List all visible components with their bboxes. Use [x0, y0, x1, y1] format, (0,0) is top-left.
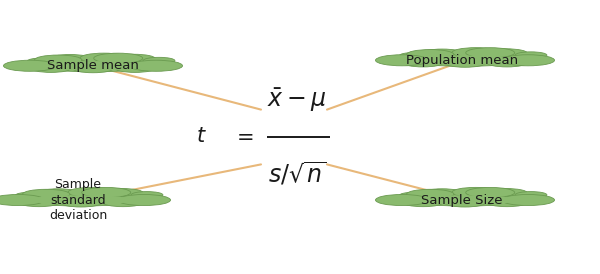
- Ellipse shape: [445, 198, 485, 207]
- Ellipse shape: [31, 64, 71, 72]
- Ellipse shape: [515, 192, 547, 198]
- Ellipse shape: [376, 55, 428, 66]
- Ellipse shape: [502, 55, 554, 66]
- Ellipse shape: [403, 198, 443, 207]
- Ellipse shape: [400, 194, 530, 206]
- Ellipse shape: [16, 192, 44, 198]
- Ellipse shape: [28, 58, 56, 64]
- Ellipse shape: [407, 189, 454, 199]
- Ellipse shape: [94, 53, 143, 63]
- Ellipse shape: [407, 50, 454, 59]
- Ellipse shape: [484, 49, 527, 58]
- Ellipse shape: [412, 195, 518, 205]
- Ellipse shape: [16, 194, 146, 206]
- Ellipse shape: [112, 54, 155, 63]
- Ellipse shape: [421, 189, 463, 198]
- Ellipse shape: [466, 48, 515, 58]
- Ellipse shape: [400, 192, 428, 198]
- Ellipse shape: [515, 52, 547, 58]
- Ellipse shape: [403, 58, 443, 67]
- Text: $\bar{x} - \mu$: $\bar{x} - \mu$: [267, 86, 327, 114]
- Ellipse shape: [376, 195, 428, 206]
- Ellipse shape: [115, 64, 155, 72]
- Ellipse shape: [502, 195, 554, 206]
- Ellipse shape: [131, 192, 163, 198]
- Ellipse shape: [118, 195, 170, 206]
- Ellipse shape: [80, 53, 128, 63]
- Text: $=$: $=$: [232, 127, 254, 147]
- Ellipse shape: [68, 187, 116, 197]
- Ellipse shape: [130, 60, 182, 71]
- Ellipse shape: [73, 64, 113, 73]
- Ellipse shape: [421, 49, 463, 58]
- Ellipse shape: [28, 195, 134, 205]
- Text: Sample Size: Sample Size: [421, 193, 503, 207]
- Ellipse shape: [484, 189, 527, 198]
- Ellipse shape: [412, 56, 518, 65]
- Ellipse shape: [61, 198, 101, 207]
- Text: $s / \sqrt{n}$: $s / \sqrt{n}$: [268, 160, 326, 188]
- Ellipse shape: [23, 189, 70, 199]
- Ellipse shape: [143, 57, 175, 64]
- Ellipse shape: [452, 187, 500, 197]
- Ellipse shape: [19, 198, 59, 207]
- Ellipse shape: [35, 55, 82, 65]
- Ellipse shape: [4, 60, 56, 71]
- Ellipse shape: [0, 195, 44, 206]
- Ellipse shape: [82, 187, 131, 198]
- Text: Sample mean: Sample mean: [47, 59, 139, 72]
- Ellipse shape: [49, 55, 91, 63]
- Ellipse shape: [40, 61, 146, 70]
- Text: Population mean: Population mean: [406, 54, 518, 67]
- Text: Sample
standard
deviation: Sample standard deviation: [49, 178, 107, 222]
- Ellipse shape: [466, 187, 515, 198]
- Ellipse shape: [400, 53, 428, 59]
- Ellipse shape: [487, 198, 527, 207]
- Ellipse shape: [487, 58, 527, 67]
- Ellipse shape: [100, 189, 143, 198]
- Ellipse shape: [400, 54, 530, 66]
- Ellipse shape: [452, 48, 500, 58]
- Ellipse shape: [103, 198, 143, 207]
- Text: $t$: $t$: [196, 127, 206, 147]
- Ellipse shape: [28, 60, 158, 72]
- Ellipse shape: [445, 59, 485, 67]
- Ellipse shape: [37, 189, 79, 198]
